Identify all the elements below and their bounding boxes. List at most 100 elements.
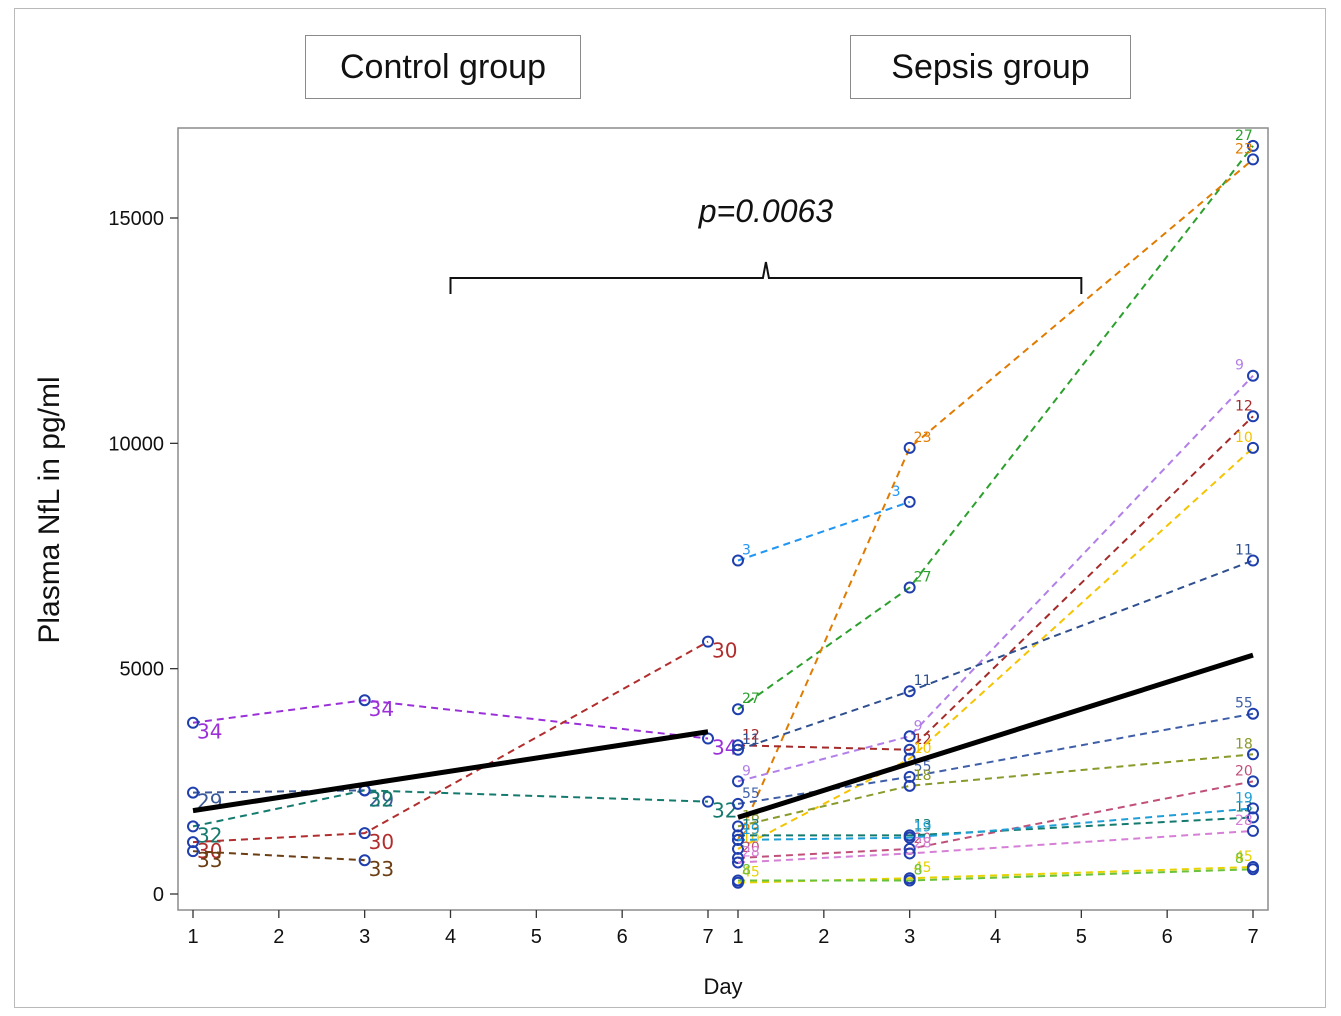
data-point [903,730,916,743]
data-point [1247,824,1259,837]
series-label: 11 [742,732,760,748]
data-point [1247,441,1259,454]
data-point [903,847,916,860]
series-label: 3 [742,543,751,559]
data-point [732,829,744,842]
plot-area [177,127,1269,911]
data-point [732,856,744,869]
series-label: 28 [914,835,932,851]
series-line-10 [737,447,1254,850]
x-tick-label: 4 [445,926,456,948]
series-label: 32 [369,787,394,811]
x-tick-label: 4 [990,926,1001,948]
series-label: 18 [1235,736,1253,752]
y-tick-label: 15000 [108,208,164,230]
control-group-label: Control group [305,35,581,99]
series-label: 13 [742,817,760,833]
series-label: 10 [914,741,932,757]
series-line-28 [737,829,1254,864]
series-label: 11 [914,673,932,689]
series-label: 9 [742,763,751,779]
data-point [732,743,744,756]
series-line-27 [737,145,1254,711]
series-label: 45 [1235,849,1253,865]
x-tick-label: 5 [1076,926,1087,948]
data-point [702,635,714,648]
series-label: 23 [1235,141,1253,157]
series-line-3 [737,500,910,562]
data-point [903,874,916,887]
data-point [732,703,744,716]
x-tick-label: 3 [359,926,370,948]
data-point [732,797,744,810]
series-label: 30 [369,830,394,854]
series-line-9 [737,375,1254,783]
series-line-45 [737,865,1254,884]
series-label: 13 [914,817,932,833]
data-point [187,845,199,858]
series-label: 28 [742,844,760,860]
x-tick-label: 2 [273,926,284,948]
series-label: 11 [1235,543,1253,559]
series-label: 9 [1235,358,1244,374]
data-point [903,581,916,594]
x-tick-label: 6 [617,926,628,948]
figure-frame [14,8,1326,1008]
mean-trend-line [192,729,709,814]
data-point [1247,802,1259,815]
data-point [732,833,744,846]
series-label: 23 [914,430,932,446]
series-label: 10 [1235,430,1253,446]
data-point [903,831,916,844]
series-label: 28 [1235,813,1253,829]
data-point [732,851,744,864]
x-tick-label: 1 [187,926,198,948]
series-label: 8 [1235,851,1244,867]
series-label: 34 [369,697,394,721]
series-label: 20 [742,840,760,856]
series-label: 19 [1235,790,1253,806]
series-line-23 [737,158,1254,841]
series-label: 18 [914,768,932,784]
data-point [732,775,744,788]
series-label: 8 [742,862,751,878]
series-label: 33 [369,857,394,881]
mean-trend-line [737,652,1254,820]
x-tick-label: 7 [702,926,713,948]
series-label: 23 [742,822,760,838]
x-tick-label: 1 [732,926,743,948]
series-label: 19 [742,822,760,838]
y-tick-label: 10000 [108,433,164,455]
data-point [358,827,371,840]
x-tick-label: 2 [818,926,829,948]
x-tick-label: 7 [1247,926,1258,948]
series-label: 8 [914,862,923,878]
series-line-19 [737,807,1254,841]
series-label: 20 [1235,763,1253,779]
data-point [1247,863,1259,876]
y-tick-label: 5000 [120,659,165,681]
data-point [1247,410,1259,423]
data-point [1247,707,1259,720]
series-line-12 [737,415,1254,751]
data-point [1247,369,1259,382]
series-label: 12 [1235,398,1253,414]
data-point [732,874,744,887]
data-point [1247,748,1259,761]
series-line-34 [192,699,709,740]
y-tick-label: 0 [153,884,164,906]
series-line-55 [737,712,1254,805]
data-point [187,716,199,729]
series-label: 55 [1235,696,1253,712]
x-axis-label: Day [703,974,743,999]
data-point [903,441,916,454]
series-line-8 [738,868,1254,882]
x-tick-label: 3 [904,926,915,948]
series-label: 27 [1235,128,1253,144]
data-point [1247,554,1259,567]
data-point [702,795,714,808]
data-point [1247,139,1259,152]
data-point [358,694,371,707]
data-point [187,786,199,799]
